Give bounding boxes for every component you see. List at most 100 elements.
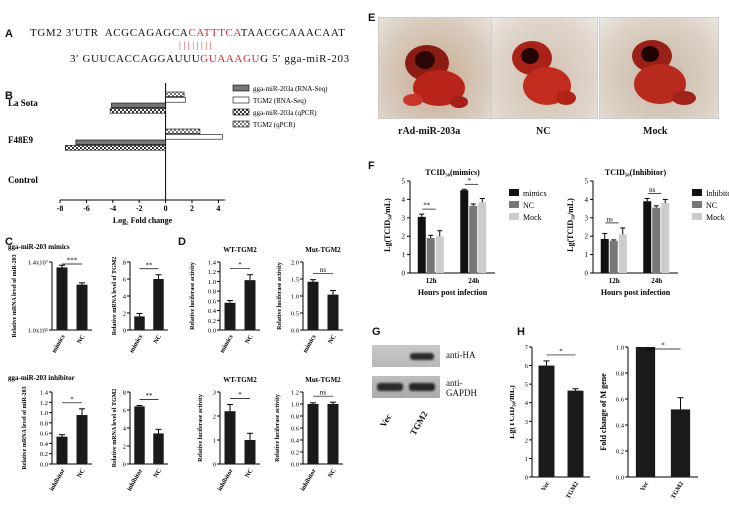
y-tick-label: 3	[213, 390, 216, 397]
y-tick-label: 2	[213, 414, 216, 421]
bar	[165, 97, 186, 103]
bar	[478, 202, 487, 273]
panel-label-c: C	[5, 236, 13, 248]
y-tick-label: 4	[123, 426, 127, 433]
y-tick-label: 1	[525, 456, 528, 463]
bar	[417, 216, 426, 273]
chart-tcid50-0: TCID₅₀(mimics) 0 1 2 3 4 5 12h ** 24h * Hours post …	[383, 168, 547, 297]
chart-wt-inhibitor: 0 1 2 3 inhibitor NC * WT-TGM2 Relative lucifera…	[198, 376, 260, 492]
y-tick-label: 0.6	[40, 431, 49, 438]
lane-vec: Vec	[378, 412, 394, 429]
y-axis-label: Lg(TCID₅₀/mL)	[566, 198, 575, 252]
chart-title: Mut-TGM2	[305, 376, 341, 384]
bar	[165, 91, 185, 97]
bar	[165, 134, 223, 140]
legend-label: NC	[523, 201, 534, 210]
x-tick-label: NC	[327, 333, 338, 345]
x-tick-label: TGM2	[565, 481, 580, 501]
x-tick-label: mimics	[219, 333, 235, 354]
chart-tcid50-tgm2: 0 1 2 3 4 5 6 7 Vec TGM2 * Lg(TCID₅₀/mL)	[510, 345, 590, 501]
chart-title: WT-TGM2	[223, 376, 257, 384]
label-mock: Mock	[643, 126, 668, 137]
label-nc: NC	[536, 126, 551, 137]
y-tick-label: 3	[585, 214, 589, 222]
mirna-sequence: 3′ GUUCACCAGGAUUUGUAAAGUG 5′ gga-miR-203	[70, 53, 350, 65]
x-tick-label: inhibitor	[216, 467, 234, 492]
title-mimics: gga-miR-203 mimics	[8, 243, 70, 251]
y-tick-label: 4	[525, 400, 529, 407]
bar	[600, 238, 609, 273]
y-tick-label: 0.8	[291, 414, 299, 421]
embryo-illustration-rad	[403, 45, 468, 108]
y-axis-label: Relative luciferase activity	[275, 394, 281, 462]
chart-mut-mimics: 0.0 0.5 1.0 1.5 2.0 mimics NC ns Mut-TGM2 Relativ…	[277, 246, 343, 354]
bar	[618, 234, 627, 273]
x-tick-label: 4	[216, 204, 220, 213]
y-axis-label: Relative mRNA level of miR-203	[12, 254, 18, 337]
chart-wt-mimics: 0.0 0.2 0.4 0.6 0.8 1.0 1.2 1.4 mimics NC * WT-TGM2…	[190, 246, 260, 354]
bar	[538, 365, 555, 477]
x-tick-label: NC	[152, 467, 163, 479]
y-tick-label: 6	[123, 277, 127, 284]
y-tick-label: 1.4	[40, 390, 49, 397]
embryo-illustration-nc	[512, 41, 576, 105]
y-tick-label: 2	[123, 311, 126, 318]
chart-tgm2-mimics: 0 2 4 6 8 mimics NC ** Relative mRNA level of TG…	[112, 257, 168, 354]
panel-label-a: A	[5, 28, 13, 40]
y-tick-label: 2	[525, 437, 528, 444]
bar	[75, 139, 166, 145]
x-tick-label: NC	[76, 467, 87, 479]
y-tick-label: 0.8	[40, 420, 48, 427]
legend-swatch	[509, 201, 519, 208]
bar	[224, 302, 236, 330]
legend-swatch	[509, 213, 519, 220]
y-axis-label: Fold change of M gene	[599, 373, 608, 451]
y-tick-label: 0.6	[616, 397, 625, 404]
label-anti-gapdh: anti- GAPDH	[446, 378, 478, 398]
y-tick-label: 0.2	[616, 449, 624, 456]
category-label: La Sota	[8, 98, 38, 108]
chart-tgm2-inhibitor: 0 2 4 6 8 inhibitor NC ** Relative mRNA level of…	[112, 389, 168, 492]
y-tick-label: 8	[123, 390, 126, 397]
bar	[134, 406, 145, 464]
chart-title: Mut-TGM2	[305, 246, 341, 254]
bar	[224, 411, 236, 464]
bar	[661, 203, 670, 273]
panel-label-d: D	[178, 236, 186, 248]
photo-embryo-mock	[599, 17, 719, 119]
bar	[643, 201, 652, 273]
x-tick-label: inhibitor	[48, 467, 66, 492]
legend-swatch	[232, 96, 250, 104]
y-tick-label: 1.2	[291, 390, 299, 397]
y-tick-label: 0.6	[291, 426, 300, 433]
y-tick-label: 3	[525, 419, 528, 426]
bar	[153, 279, 164, 330]
chart-tcid50-1: TCID₅₀(Inhibitor) 0 1 2 3 4 5 12h ns 24h ns Hours p…	[566, 168, 729, 297]
lane-tgm2: TGM2	[408, 409, 430, 437]
mirna-suffix: G 5′ gga-miR-203	[260, 53, 350, 65]
x-tick-label: NC	[244, 333, 255, 345]
bar	[56, 436, 68, 464]
y-tick-label: 0.0	[291, 462, 299, 469]
panel-label-h: H	[517, 326, 525, 338]
chart-title: TCID₅₀(Inhibitor)	[605, 168, 667, 177]
legend-label: mimics	[523, 189, 547, 198]
bar	[76, 284, 88, 330]
y-axis-label: Relative luciferase activity	[190, 262, 196, 330]
legend-swatch	[509, 189, 519, 196]
x-tick-label: -4	[109, 204, 116, 213]
sig-label: ns	[607, 215, 614, 223]
sig-label: *	[661, 342, 665, 350]
utr-prefix: TGM2 3′UTR ACGCAGAGCA	[30, 27, 189, 39]
x-axis-label: Hours post infection	[601, 288, 671, 297]
legend-label: Mock	[706, 213, 725, 222]
bar	[307, 404, 319, 464]
bar	[327, 294, 339, 330]
sig-label: *	[238, 261, 242, 269]
y-tick-label: 1.4x10⁷	[28, 260, 48, 267]
label-anti-ha: anti-HA	[446, 350, 476, 360]
label-rad-mir203a: rAd-miR-203a	[398, 126, 461, 137]
x-tick-label: mimics	[128, 333, 144, 354]
x-axis-label: Log₂ Fold change	[113, 216, 173, 225]
